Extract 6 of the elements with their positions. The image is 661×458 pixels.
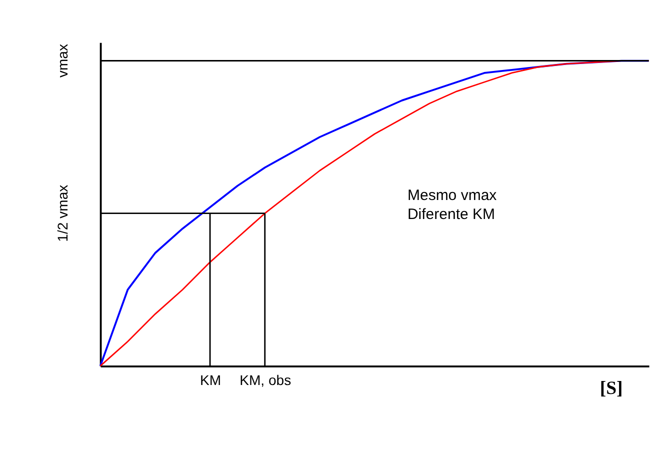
ref-line-label: vmax <box>54 44 71 78</box>
annotation: Mesmo vmax Diferente KM <box>407 187 498 223</box>
x-tick-label: KM, obs <box>240 372 292 388</box>
ref-line-label: 1/2 vmax <box>54 184 71 242</box>
x-tick-label: KM <box>200 372 222 388</box>
x-axis-title: [S] <box>600 378 623 400</box>
